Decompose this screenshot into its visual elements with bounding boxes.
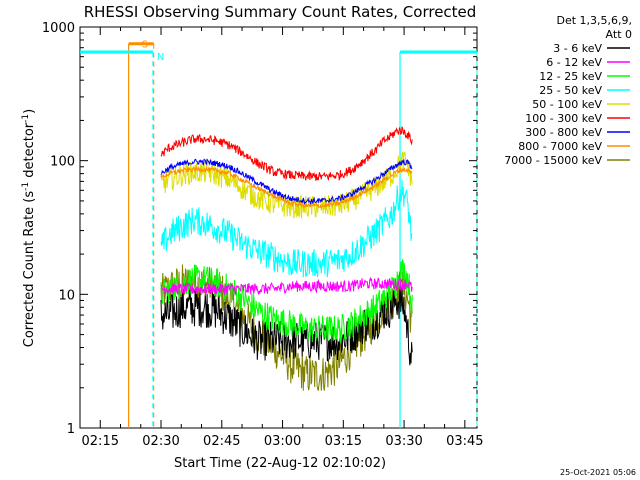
observing-state-markers: SN xyxy=(80,40,478,428)
marker-label: N xyxy=(157,52,164,63)
x-tick-label: 02:30 xyxy=(142,434,179,449)
legend-header-line-1: Det 1,3,5,6,9, xyxy=(556,14,632,27)
y-tick-label: 1 xyxy=(67,422,75,437)
x-tick-label: 02:45 xyxy=(203,434,240,449)
legend-label: 25 - 50 keV xyxy=(539,84,602,97)
legend-label: 100 - 300 keV xyxy=(525,112,602,125)
chart-title: RHESSI Observing Summary Count Rates, Co… xyxy=(84,3,477,21)
series-line-25-50-kev xyxy=(160,179,413,278)
series-line-300-800-kev xyxy=(160,158,413,206)
plot-area xyxy=(79,26,478,429)
y-axis-label-mid: detector xyxy=(22,122,37,182)
x-tick-label: 02:15 xyxy=(82,434,119,449)
y-axis: 1 10 100 1000 xyxy=(42,21,477,437)
x-axis: 02:15 02:30 02:45 03:00 03:15 03:30 03:45 xyxy=(82,27,484,449)
legend-label: 12 - 25 keV xyxy=(539,70,602,83)
y-axis-label-end: ) xyxy=(22,109,37,114)
x-axis-label: Start Time (22-Aug-12 02:10:02) xyxy=(174,456,386,471)
series-line-800-7000-kev xyxy=(160,165,413,210)
legend-label: 7000 - 15000 keV xyxy=(504,154,602,167)
legend-label: 3 - 6 keV xyxy=(553,42,602,55)
series-layer xyxy=(160,125,413,391)
legend-label: 6 - 12 keV xyxy=(546,56,602,69)
y-axis-label-sup1: -1 xyxy=(21,182,31,191)
legend-header-line-2: Att 0 xyxy=(606,28,632,41)
x-tick-label: 03:45 xyxy=(446,434,483,449)
series-line-12-25-kev xyxy=(160,259,413,343)
marker-label: S xyxy=(142,40,148,51)
x-tick-label: 03:00 xyxy=(264,434,301,449)
x-tick-label: 03:15 xyxy=(325,434,362,449)
y-axis-label: Corrected Count Rate (s-1 detector-1) xyxy=(21,109,37,347)
series-line-6-12-kev xyxy=(160,276,413,297)
y-tick-label: 10 xyxy=(58,288,75,303)
legend-label: 800 - 7000 keV xyxy=(518,140,602,153)
y-axis-label-sup2: -1 xyxy=(21,114,31,123)
y-tick-label: 1000 xyxy=(42,21,75,36)
x-tick-label: 03:30 xyxy=(385,434,422,449)
legend-label: 50 - 100 keV xyxy=(532,98,602,111)
series-line-50-100-kev xyxy=(160,150,413,219)
series-line-100-300-kev xyxy=(160,125,413,182)
plot-frame xyxy=(79,26,478,429)
generation-timestamp: 25-Oct-2021 05:06 xyxy=(560,468,636,477)
y-tick-label: 100 xyxy=(50,155,75,170)
y-axis-label-main: Corrected Count Rate (s xyxy=(22,191,37,348)
legend-label: 300 - 800 keV xyxy=(525,126,602,139)
